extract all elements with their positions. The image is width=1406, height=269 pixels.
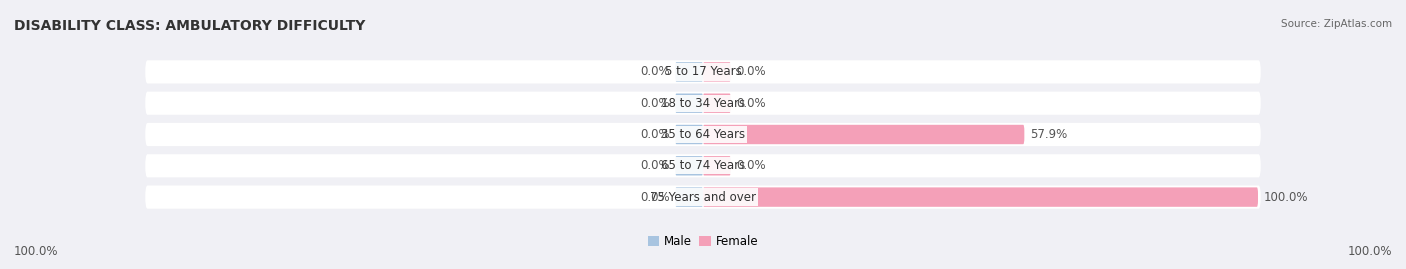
Text: 0.0%: 0.0%	[737, 159, 766, 172]
FancyBboxPatch shape	[703, 187, 1258, 207]
FancyBboxPatch shape	[145, 123, 1261, 146]
Text: 0.0%: 0.0%	[640, 191, 669, 204]
Text: 75 Years and over: 75 Years and over	[650, 191, 756, 204]
FancyBboxPatch shape	[145, 154, 1261, 177]
Text: 5 to 17 Years: 5 to 17 Years	[665, 65, 741, 78]
FancyBboxPatch shape	[703, 94, 731, 113]
FancyBboxPatch shape	[703, 125, 1025, 144]
Text: 0.0%: 0.0%	[737, 65, 766, 78]
FancyBboxPatch shape	[675, 62, 703, 82]
Text: 100.0%: 100.0%	[1264, 191, 1308, 204]
Text: 0.0%: 0.0%	[640, 159, 669, 172]
Text: 35 to 64 Years: 35 to 64 Years	[661, 128, 745, 141]
FancyBboxPatch shape	[675, 94, 703, 113]
Text: 57.9%: 57.9%	[1029, 128, 1067, 141]
FancyBboxPatch shape	[675, 156, 703, 175]
Text: Source: ZipAtlas.com: Source: ZipAtlas.com	[1281, 19, 1392, 29]
FancyBboxPatch shape	[675, 125, 703, 144]
FancyBboxPatch shape	[145, 186, 1261, 209]
FancyBboxPatch shape	[675, 187, 703, 207]
FancyBboxPatch shape	[703, 156, 731, 175]
FancyBboxPatch shape	[703, 62, 731, 82]
FancyBboxPatch shape	[145, 60, 1261, 83]
Text: 0.0%: 0.0%	[640, 65, 669, 78]
FancyBboxPatch shape	[145, 92, 1261, 115]
Legend: Male, Female: Male, Female	[643, 230, 763, 253]
Text: 100.0%: 100.0%	[14, 245, 59, 258]
Text: 0.0%: 0.0%	[640, 97, 669, 110]
Text: 18 to 34 Years: 18 to 34 Years	[661, 97, 745, 110]
Text: DISABILITY CLASS: AMBULATORY DIFFICULTY: DISABILITY CLASS: AMBULATORY DIFFICULTY	[14, 19, 366, 33]
Text: 100.0%: 100.0%	[1347, 245, 1392, 258]
Text: 0.0%: 0.0%	[640, 128, 669, 141]
Text: 65 to 74 Years: 65 to 74 Years	[661, 159, 745, 172]
Text: 0.0%: 0.0%	[737, 97, 766, 110]
